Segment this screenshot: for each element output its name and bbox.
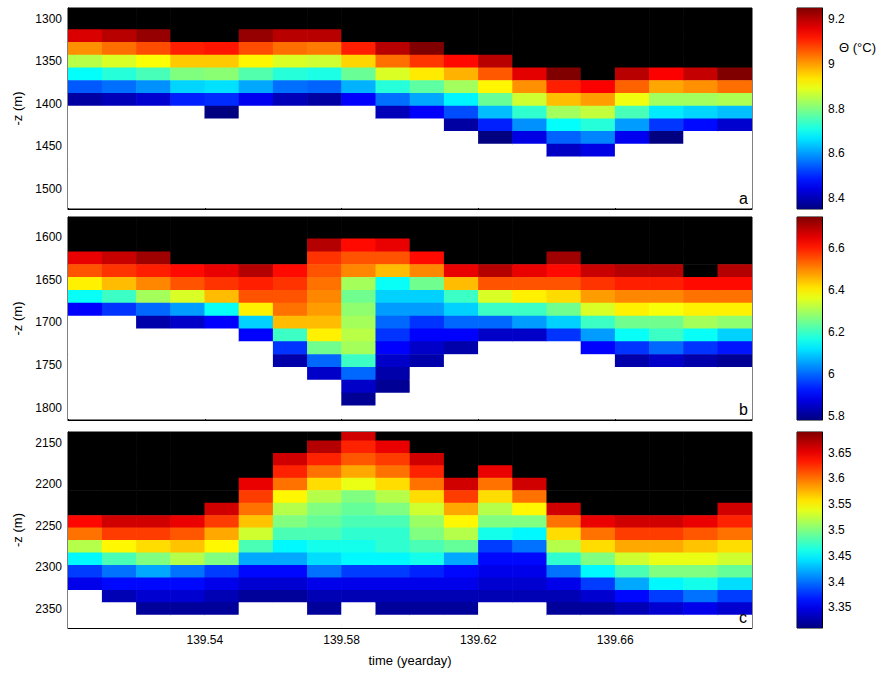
svg-text:2200: 2200 — [35, 477, 62, 491]
svg-text:time (yearday): time (yearday) — [368, 653, 451, 668]
svg-text:5.8: 5.8 — [828, 409, 845, 423]
svg-text:139.62: 139.62 — [460, 633, 497, 647]
svg-text:139.54: 139.54 — [186, 633, 223, 647]
svg-text:1400: 1400 — [35, 97, 62, 111]
svg-text:c: c — [739, 609, 747, 626]
svg-text:6.6: 6.6 — [828, 241, 845, 255]
svg-text:6.4: 6.4 — [828, 283, 845, 297]
svg-text:2350: 2350 — [35, 602, 62, 616]
svg-text:139.58: 139.58 — [323, 633, 360, 647]
svg-text:9: 9 — [828, 57, 835, 71]
svg-text:6.2: 6.2 — [828, 325, 845, 339]
svg-text:1300: 1300 — [35, 12, 62, 26]
svg-text:9.2: 9.2 — [828, 12, 845, 26]
svg-text:8.8: 8.8 — [828, 102, 845, 116]
svg-text:6: 6 — [828, 367, 835, 381]
svg-text:2300: 2300 — [35, 560, 62, 574]
svg-text:3.5: 3.5 — [828, 523, 845, 537]
svg-text:8.4: 8.4 — [828, 191, 845, 205]
svg-text:-z (m): -z (m) — [10, 92, 25, 126]
svg-text:a: a — [739, 190, 748, 207]
svg-text:3.65: 3.65 — [828, 446, 852, 460]
svg-text:-z (m): -z (m) — [10, 513, 25, 547]
svg-text:2250: 2250 — [35, 519, 62, 533]
svg-text:1650: 1650 — [35, 273, 62, 287]
svg-text:1450: 1450 — [35, 139, 62, 153]
svg-text:3.45: 3.45 — [828, 549, 852, 563]
svg-text:1500: 1500 — [35, 182, 62, 196]
svg-text:1800: 1800 — [35, 401, 62, 415]
svg-text:Θ (°C): Θ (°C) — [839, 40, 876, 55]
svg-text:139.66: 139.66 — [597, 633, 634, 647]
svg-text:1750: 1750 — [35, 358, 62, 372]
svg-text:1350: 1350 — [35, 54, 62, 68]
svg-text:8.6: 8.6 — [828, 146, 845, 160]
svg-text:-z (m): -z (m) — [10, 302, 25, 336]
svg-text:3.6: 3.6 — [828, 471, 845, 485]
svg-text:b: b — [739, 401, 748, 418]
svg-text:2150: 2150 — [35, 436, 62, 450]
svg-text:1700: 1700 — [35, 315, 62, 329]
svg-text:3.55: 3.55 — [828, 497, 852, 511]
svg-text:3.4: 3.4 — [828, 575, 845, 589]
svg-text:1600: 1600 — [35, 230, 62, 244]
svg-text:3.35: 3.35 — [828, 600, 852, 614]
